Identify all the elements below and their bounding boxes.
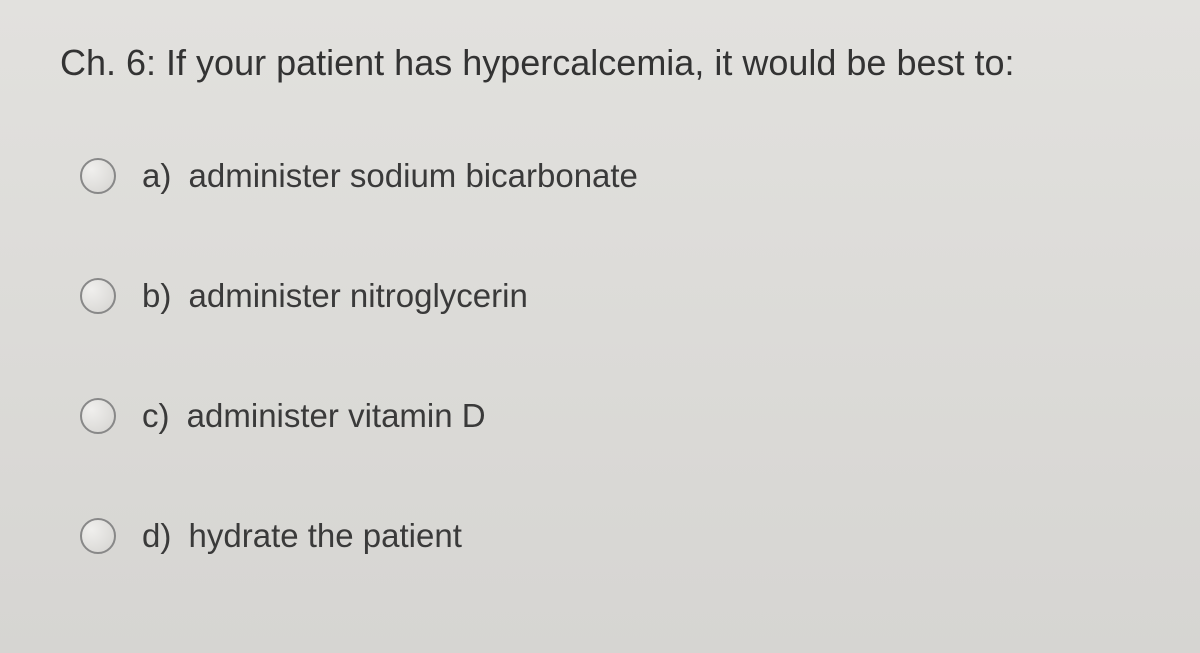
radio-icon[interactable] — [80, 158, 116, 194]
question-prompt: Ch. 6: If your patient has hypercalcemia… — [60, 40, 1140, 87]
option-letter: a) — [142, 157, 171, 194]
option-text: administer nitroglycerin — [189, 277, 528, 314]
radio-icon[interactable] — [80, 398, 116, 434]
radio-icon[interactable] — [80, 518, 116, 554]
option-a[interactable]: a) administer sodium bicarbonate — [80, 157, 1140, 195]
option-b[interactable]: b) administer nitroglycerin — [80, 277, 1140, 315]
option-c[interactable]: c) administer vitamin D — [80, 397, 1140, 435]
option-text: administer vitamin D — [187, 397, 486, 434]
quiz-page: Ch. 6: If your patient has hypercalcemia… — [0, 0, 1200, 653]
option-text: hydrate the patient — [189, 517, 462, 554]
option-text: administer sodium bicarbonate — [189, 157, 638, 194]
option-label: a) administer sodium bicarbonate — [142, 157, 638, 195]
options-list: a) administer sodium bicarbonate b) admi… — [60, 157, 1140, 555]
option-label: b) administer nitroglycerin — [142, 277, 528, 315]
option-letter: b) — [142, 277, 171, 314]
radio-icon[interactable] — [80, 278, 116, 314]
option-label: d) hydrate the patient — [142, 517, 462, 555]
option-letter: c) — [142, 397, 170, 434]
option-d[interactable]: d) hydrate the patient — [80, 517, 1140, 555]
option-label: c) administer vitamin D — [142, 397, 486, 435]
option-letter: d) — [142, 517, 171, 554]
